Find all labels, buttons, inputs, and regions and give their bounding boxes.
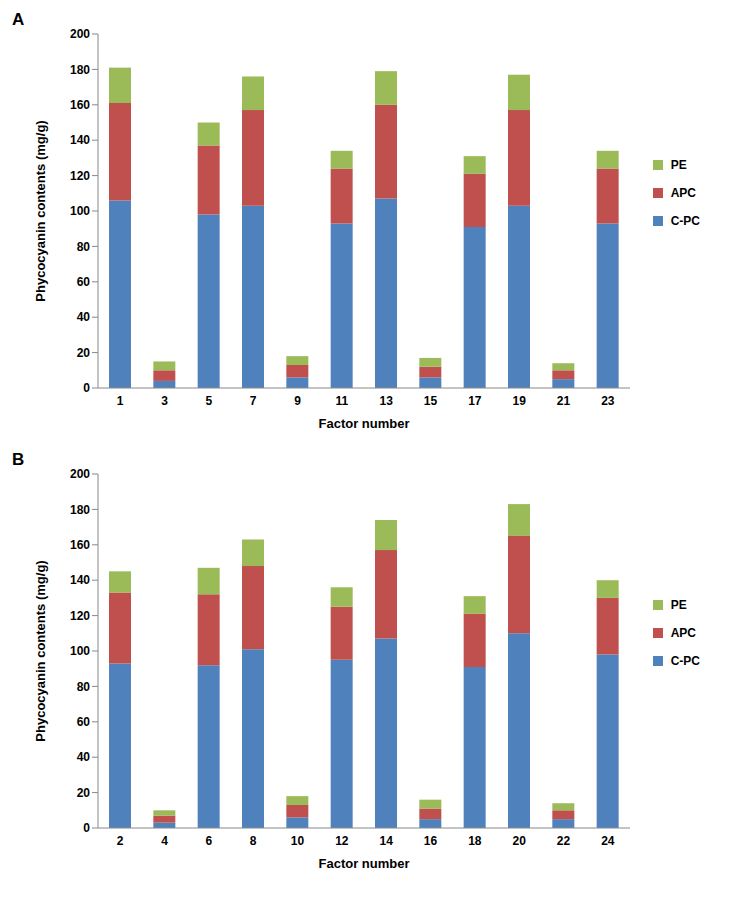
html-text:APC: APC <box>670 186 696 200</box>
svg-text:0: 0 <box>83 381 90 395</box>
svg-text:40: 40 <box>77 310 91 324</box>
svg-text:1: 1 <box>117 394 124 408</box>
svg-text:22: 22 <box>557 834 571 848</box>
svg-text:Phycocyanin contents (mg/g): Phycocyanin contents (mg/g) <box>33 560 48 741</box>
svg-text:13: 13 <box>379 394 393 408</box>
svg-text:20: 20 <box>77 346 91 360</box>
svg-text:100: 100 <box>70 644 90 658</box>
svg-text:12: 12 <box>335 834 349 848</box>
svg-text:160: 160 <box>70 538 90 552</box>
html-text:APC: APC <box>670 626 696 640</box>
svg-text:80: 80 <box>77 680 91 694</box>
svg-text:180: 180 <box>70 63 90 77</box>
svg-text:60: 60 <box>77 715 91 729</box>
svg-text:0: 0 <box>83 821 90 835</box>
svg-text:120: 120 <box>70 169 90 183</box>
svg-text:24: 24 <box>601 834 615 848</box>
svg-text:160: 160 <box>70 98 90 112</box>
svg-text:5: 5 <box>205 394 212 408</box>
svg-text:140: 140 <box>70 133 90 147</box>
svg-text:180: 180 <box>70 503 90 517</box>
svg-text:200: 200 <box>70 27 90 41</box>
svg-text:19: 19 <box>512 394 526 408</box>
svg-text:23: 23 <box>601 394 615 408</box>
svg-text:60: 60 <box>77 275 91 289</box>
svg-text:4: 4 <box>161 834 168 848</box>
svg-text:18: 18 <box>468 834 482 848</box>
svg-text:140: 140 <box>70 573 90 587</box>
svg-text:14: 14 <box>379 834 393 848</box>
svg-text:120: 120 <box>70 609 90 623</box>
html-text:PE: PE <box>670 158 687 172</box>
html-text:C-PC: C-PC <box>670 214 700 228</box>
svg-text:11: 11 <box>335 394 348 408</box>
svg-text:10: 10 <box>291 834 305 848</box>
html-text:PE: PE <box>670 598 687 612</box>
svg-text:Factor number: Factor number <box>318 856 409 871</box>
svg-text:Factor number: Factor number <box>318 416 409 431</box>
svg-text:17: 17 <box>468 394 482 408</box>
svg-text:40: 40 <box>77 750 91 764</box>
html-text:C-PC: C-PC <box>670 654 700 668</box>
svg-text:21: 21 <box>557 394 571 408</box>
svg-text:3: 3 <box>161 394 168 408</box>
svg-text:8: 8 <box>250 834 257 848</box>
svg-text:20: 20 <box>512 834 526 848</box>
svg-text:16: 16 <box>424 834 438 848</box>
html-text:B: B <box>12 450 25 469</box>
svg-text:15: 15 <box>424 394 438 408</box>
svg-text:Phycocyanin contents (mg/g): Phycocyanin contents (mg/g) <box>33 120 48 301</box>
svg-text:200: 200 <box>70 467 90 481</box>
svg-text:2: 2 <box>117 834 124 848</box>
svg-text:100: 100 <box>70 204 90 218</box>
svg-text:20: 20 <box>77 786 91 800</box>
svg-text:6: 6 <box>205 834 212 848</box>
svg-text:9: 9 <box>294 394 301 408</box>
svg-text:7: 7 <box>250 394 257 408</box>
svg-text:80: 80 <box>77 240 91 254</box>
html-text:A: A <box>12 10 25 29</box>
